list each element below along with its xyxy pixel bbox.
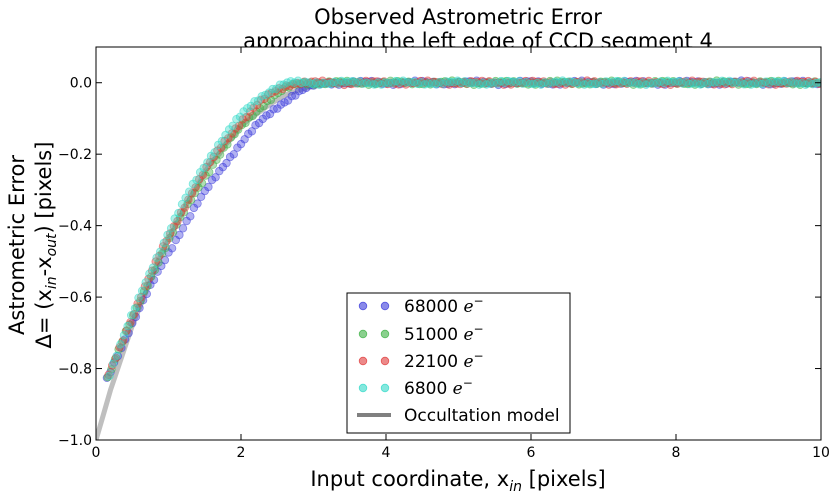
x-axis-label-main: Input coordinate, x [310,467,509,491]
legend-marker [380,301,390,311]
point [186,212,195,221]
legend-unit-superscript: − [474,294,484,308]
ticks-layer: 0 2 4 6 8 10 −1.0 −0.8 −0.6 −0.4 −0.2 0.0 [58,47,830,461]
point [108,359,118,368]
y-tick-label: −1.0 [58,433,92,449]
point [184,187,194,196]
chart-title: Observed Astrometric Error [314,5,602,29]
point [126,311,136,320]
point [155,247,165,256]
x-tick-label: 6 [527,445,536,461]
legend-label: 68000 e− [404,294,484,317]
point [166,224,176,233]
point [204,182,213,192]
points-layer [102,76,821,382]
x-axis-label-suffix: [pixels] [522,467,606,491]
legend: 68000 e−51000 e−22100 e−6800 e−Occultati… [346,292,571,434]
x-tick-label: 8 [672,445,681,461]
point [148,263,158,272]
point [141,278,150,287]
point [119,331,129,340]
legend-unit-superscript: − [474,322,484,336]
point [196,192,206,201]
legend-unit: e [453,379,463,399]
point [167,244,177,253]
y-label-sub-out: out [44,233,60,256]
legend-marker [358,301,368,311]
y-label-suffix: ) [pixels] [32,142,56,234]
legend-value: 68000 [404,297,463,317]
x-axis-label: Input coordinate, xin [pixels] [310,467,605,495]
point [178,224,188,233]
y-tick-label: −0.6 [58,290,92,306]
series-6800 [105,76,821,380]
point [145,269,154,278]
y-tick-label: 0.0 [70,76,92,92]
point [130,304,140,313]
y-label-prefix: Δ= (x [32,289,56,348]
point [247,127,257,136]
legend-label: 6800 e− [404,376,473,399]
point [229,150,238,159]
legend-marker [380,383,390,393]
point [181,193,190,202]
plot-frame [95,46,822,441]
y-axis-label-line2: Δ= (xin-xout) [pixels] [32,142,60,349]
y-tick-label: −0.2 [58,147,92,163]
legend-marker [380,356,390,366]
x-axis-label-subscript: in [509,479,522,495]
point [152,253,161,262]
y-axis-label-line1: Astrometric Error [5,155,29,335]
legend-model-label: Occultation model [404,406,560,426]
point [203,158,212,167]
point [159,238,169,248]
point [193,199,202,208]
legend-label: 22100 e− [404,349,484,372]
legend-label: 51000 e− [404,322,484,345]
legend-value: 51000 [404,325,463,345]
y-tick-label: −0.8 [58,362,92,378]
point [137,286,147,295]
point [105,371,114,380]
legend-value: 22100 [404,352,463,372]
x-tick-label: 4 [382,445,391,461]
point [123,321,132,331]
point [116,340,125,349]
legend-unit: e [463,297,473,317]
point [134,293,143,302]
point [177,199,187,209]
point [210,148,219,157]
point [192,175,201,185]
point [163,230,172,240]
legend-marker [380,329,390,339]
point [174,208,183,218]
point [217,136,227,146]
x-tick-label: 0 [92,445,101,461]
point [222,158,231,168]
point [228,121,237,130]
legend-unit-superscript: − [463,376,473,390]
point [211,173,220,182]
legend-unit-superscript: − [474,349,484,363]
y-tick-label: −0.4 [58,219,92,235]
x-tick-label: 2 [237,445,246,461]
legend-value: 6800 [404,379,453,399]
legend-marker [358,356,368,366]
y-label-mid: -x [32,256,56,276]
legend-marker [358,383,368,393]
legend-unit: e [463,325,473,345]
legend-unit: e [463,352,473,372]
legend-marker [358,329,368,339]
y-label-sub-in: in [44,276,60,289]
x-tick-label: 10 [812,445,830,461]
point [112,351,121,360]
